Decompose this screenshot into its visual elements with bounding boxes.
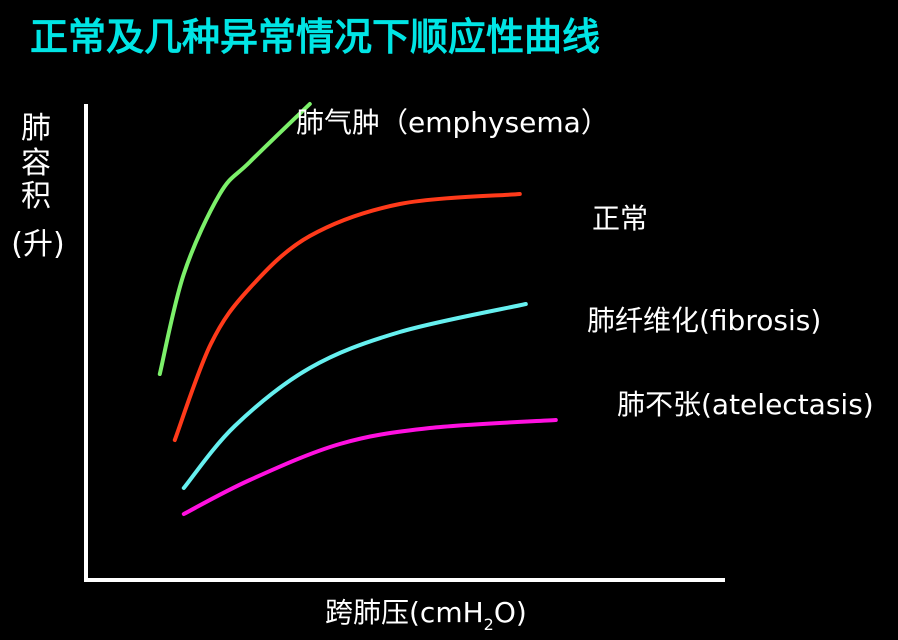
series-line-emphysema (157, 102, 312, 376)
series-label-fibrosis: 肺纤维化(fibrosis) (587, 304, 821, 337)
series-label-normal: 正常 (592, 202, 648, 235)
series-line-atelectasis (181, 418, 558, 516)
slide-title: 正常及几种异常情况下顺应性曲线 (30, 14, 600, 59)
x-axis-label: 跨肺压(cmH2O) (325, 596, 527, 634)
y-label-char: 肺 (21, 111, 51, 146)
y-axis-label: 肺 容 积 (升) (11, 111, 64, 262)
series-label-atelectasis: 肺不张(atelectasis) (617, 388, 874, 421)
series-label-emphysema: 肺气肿（emphysema） (296, 106, 609, 139)
y-label-char: 容 (21, 146, 51, 181)
series-line-normal (172, 192, 522, 442)
series-line-fibrosis (181, 302, 528, 490)
y-label-char: 积 (21, 179, 51, 214)
y-label-unit: (升) (11, 227, 64, 262)
